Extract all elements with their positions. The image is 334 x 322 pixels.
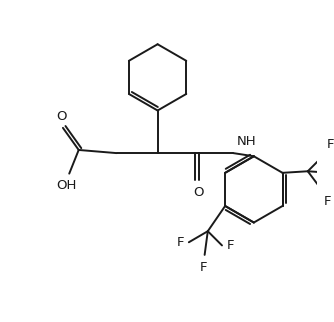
Text: F: F xyxy=(177,236,184,249)
Text: O: O xyxy=(56,110,66,123)
Text: O: O xyxy=(193,185,204,199)
Text: F: F xyxy=(327,138,334,151)
Text: F: F xyxy=(324,195,331,208)
Text: OH: OH xyxy=(56,179,76,192)
Text: F: F xyxy=(199,260,207,274)
Text: F: F xyxy=(227,239,234,252)
Text: NH: NH xyxy=(237,135,257,148)
